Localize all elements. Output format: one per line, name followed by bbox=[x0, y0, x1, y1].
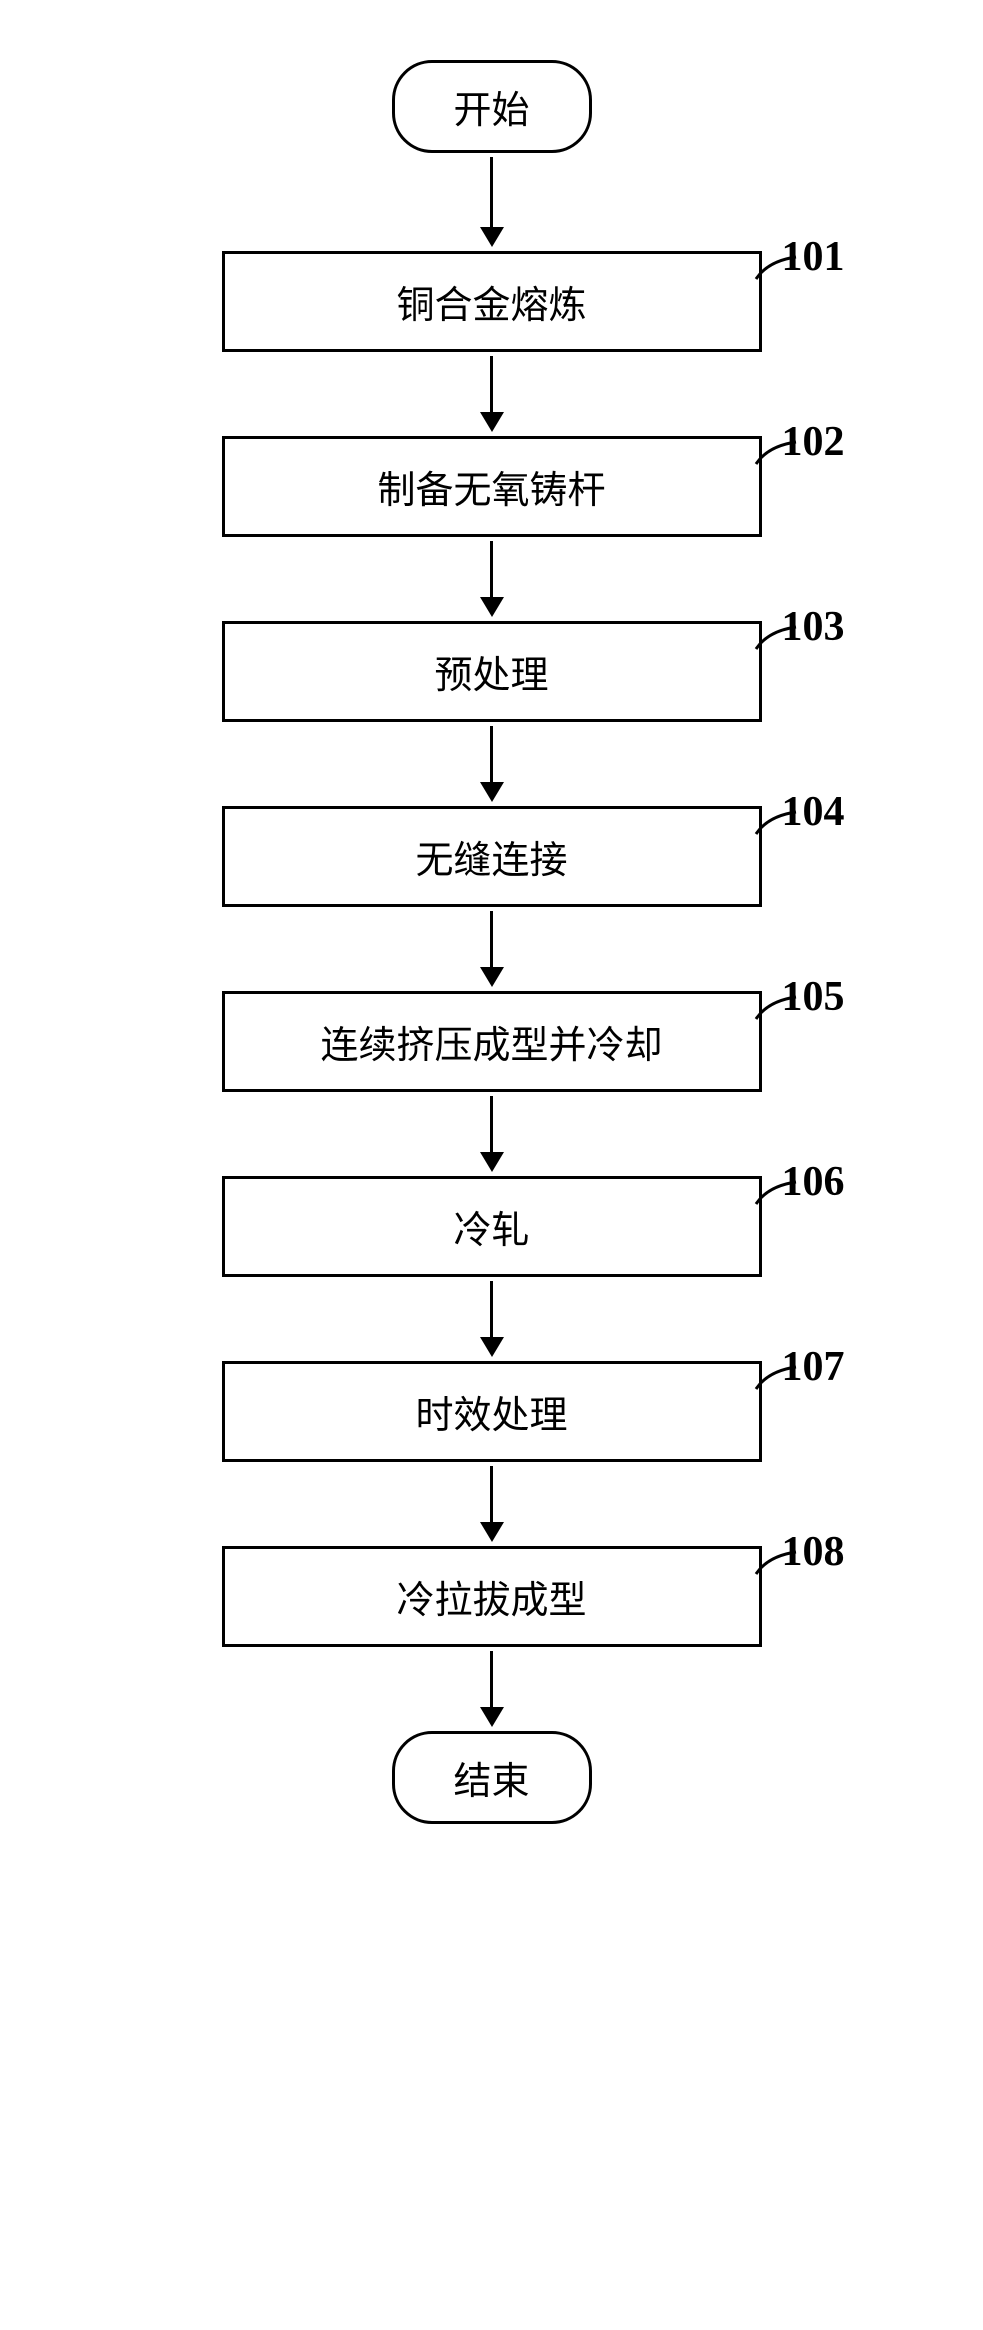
process-row: 时效处理 107 bbox=[222, 1361, 762, 1462]
process-row: 制备无氧铸杆 102 bbox=[222, 436, 762, 537]
arrow bbox=[480, 1466, 504, 1542]
arrow bbox=[480, 726, 504, 802]
process-row: 无缝连接 104 bbox=[222, 806, 762, 907]
arrow bbox=[480, 911, 504, 987]
process-row: 连续挤压成型并冷却 105 bbox=[222, 991, 762, 1092]
process-step-5: 连续挤压成型并冷却 bbox=[222, 991, 762, 1092]
arrow bbox=[480, 1096, 504, 1172]
start-terminal: 开始 bbox=[392, 60, 592, 153]
arrow bbox=[480, 356, 504, 432]
process-step-8: 冷拉拔成型 bbox=[222, 1546, 762, 1647]
step-label: 106 bbox=[782, 1158, 845, 1206]
step-label: 108 bbox=[782, 1528, 845, 1576]
step-label: 107 bbox=[782, 1343, 845, 1391]
process-step-4: 无缝连接 bbox=[222, 806, 762, 907]
step-label: 103 bbox=[782, 603, 845, 651]
step-label: 101 bbox=[782, 233, 845, 281]
process-row: 预处理 103 bbox=[222, 621, 762, 722]
step-label: 104 bbox=[782, 788, 845, 836]
process-step-3: 预处理 bbox=[222, 621, 762, 722]
process-row: 铜合金熔炼 101 bbox=[222, 251, 762, 352]
arrow bbox=[480, 157, 504, 247]
process-step-7: 时效处理 bbox=[222, 1361, 762, 1462]
process-step-2: 制备无氧铸杆 bbox=[222, 436, 762, 537]
process-step-6: 冷轧 bbox=[222, 1176, 762, 1277]
step-label: 102 bbox=[782, 418, 845, 466]
arrow bbox=[480, 541, 504, 617]
arrow bbox=[480, 1651, 504, 1727]
end-terminal: 结束 bbox=[392, 1731, 592, 1824]
process-step-1: 铜合金熔炼 bbox=[222, 251, 762, 352]
process-row: 冷拉拔成型 108 bbox=[222, 1546, 762, 1647]
step-label: 105 bbox=[782, 973, 845, 1021]
flowchart-container: 开始 铜合金熔炼 101 制备无氧铸杆 102 预处理 103 无缝连接 104 bbox=[222, 60, 762, 1824]
process-row: 冷轧 106 bbox=[222, 1176, 762, 1277]
arrow bbox=[480, 1281, 504, 1357]
